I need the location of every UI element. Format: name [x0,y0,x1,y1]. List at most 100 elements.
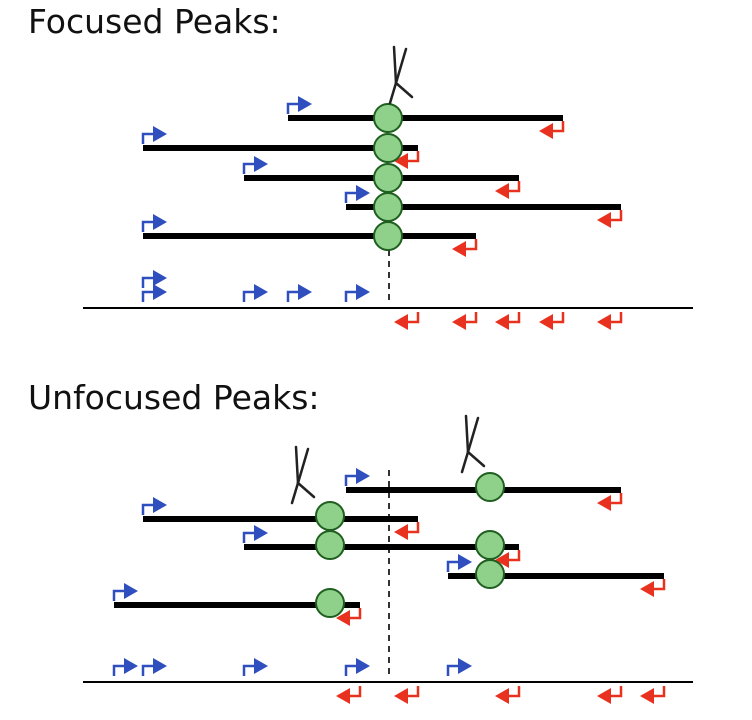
forward-arrow-head [458,658,472,674]
reverse-arrow-head [539,123,553,139]
reverse-arrow-stem [652,686,666,698]
nucleosome-icon [373,133,403,163]
nucleosome-icon [475,530,505,560]
reverse-arrow-icon [495,550,521,568]
forward-arrow-stem [286,102,300,114]
reverse-arrow-stem [406,522,420,534]
forward-arrow-icon [344,658,370,676]
forward-arrow-icon [242,658,268,676]
reverse-arrow-stem [551,121,565,133]
nucleosome-icon [315,530,345,560]
reverse-arrow-icon [597,686,623,704]
reverse-arrow-icon [394,312,420,330]
reverse-arrow-head [336,610,350,626]
reverse-arrow-head [394,314,408,330]
forward-arrow-stem [286,290,300,302]
reverse-arrow-icon [394,151,420,169]
reverse-arrow-head [539,314,553,330]
forward-arrow-icon [112,583,138,601]
reverse-arrow-icon [539,121,565,139]
reverse-arrow-icon [336,686,362,704]
forward-arrow-head [298,284,312,300]
forward-arrow-head [153,214,167,230]
forward-arrow-head [124,583,138,599]
reverse-arrow-head [597,688,611,704]
reverse-arrow-icon [640,686,666,704]
reverse-arrow-icon [597,210,623,228]
antibody-chain-left [294,445,300,485]
nucleosome-icon [315,588,345,618]
forward-arrow-stem [344,191,358,203]
forward-arrow-icon [344,185,370,203]
forward-arrow-stem [242,531,256,543]
reverse-arrow-stem [609,312,623,324]
reverse-arrow-icon [495,181,521,199]
forward-arrow-head [153,497,167,513]
forward-arrow-head [254,284,268,300]
forward-arrow-stem [446,560,460,572]
reverse-arrow-icon [597,493,623,511]
forward-arrow-icon [112,658,138,676]
reverse-arrow-head [394,153,408,169]
reverse-arrow-stem [551,312,565,324]
antibody-chain-right [466,416,480,454]
reverse-arrow-stem [464,312,478,324]
forward-arrow-stem [141,290,155,302]
forward-arrow-head [356,185,370,201]
nucleosome-icon [475,559,505,589]
forward-arrow-head [153,284,167,300]
reverse-arrow-icon [539,312,565,330]
forward-arrow-icon [141,284,167,302]
reverse-arrow-stem [348,608,362,620]
reverse-arrow-stem [507,312,521,324]
forward-arrow-stem [141,503,155,515]
forward-arrow-stem [344,290,358,302]
forward-arrow-stem [141,220,155,232]
antibody-icon [388,45,414,105]
reverse-arrow-stem [464,239,478,251]
reverse-arrow-icon [597,312,623,330]
antibody-stem [290,481,300,505]
forward-arrow-head [254,658,268,674]
forward-arrow-icon [344,468,370,486]
nucleosome-icon [475,472,505,502]
reverse-arrow-head [597,314,611,330]
forward-arrow-stem [242,664,256,676]
unfocused-peaks-title: Unfocused Peaks: [28,378,320,417]
reverse-arrow-stem [507,686,521,698]
forward-arrow-stem [141,276,155,288]
reverse-arrow-stem [406,151,420,163]
antibody-stem [388,81,398,105]
forward-arrow-head [254,156,268,172]
forward-arrow-icon [141,270,167,288]
forward-arrow-icon [141,497,167,515]
forward-arrow-stem [242,162,256,174]
forward-arrow-stem [112,589,126,601]
focused-peaks-title: Focused Peaks: [28,2,281,41]
forward-arrow-icon [344,284,370,302]
reverse-arrow-stem [609,686,623,698]
reverse-arrow-icon [640,579,666,597]
forward-arrow-icon [446,554,472,572]
forward-arrow-stem [446,664,460,676]
reverse-arrow-icon [394,522,420,540]
reverse-arrow-head [452,314,466,330]
forward-arrow-icon [242,156,268,174]
forward-arrow-icon [286,96,312,114]
nucleosome-icon [373,103,403,133]
reverse-arrow-icon [495,312,521,330]
reverse-arrow-stem [348,686,362,698]
reverse-arrow-stem [609,210,623,222]
forward-arrow-head [458,554,472,570]
reverse-arrow-icon [394,686,420,704]
reverse-arrow-head [495,552,509,568]
reverse-arrow-icon [336,608,362,626]
forward-arrow-head [124,658,138,674]
reverse-arrow-stem [652,579,666,591]
forward-arrow-stem [344,664,358,676]
reverse-arrow-stem [406,312,420,324]
forward-arrow-icon [242,525,268,543]
reverse-arrow-head [597,495,611,511]
forward-arrow-head [298,96,312,112]
